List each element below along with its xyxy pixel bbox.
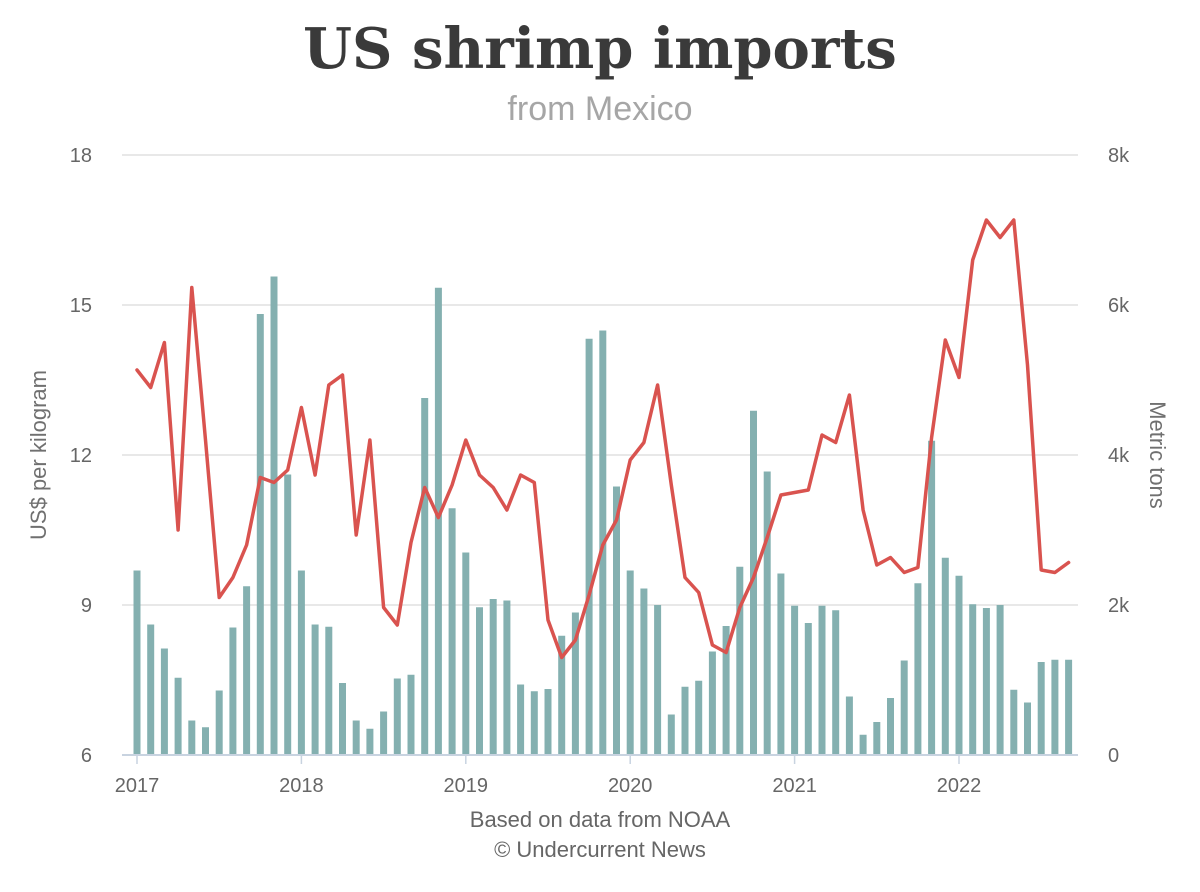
bar <box>1024 702 1031 755</box>
bar <box>448 508 456 755</box>
bar <box>503 600 511 755</box>
bar <box>1065 659 1073 755</box>
y-left-tick-label: 15 <box>70 295 92 317</box>
bar <box>558 635 566 755</box>
bar <box>229 627 237 755</box>
bar <box>160 648 168 755</box>
bar <box>215 690 223 755</box>
bar <box>366 728 374 755</box>
bar <box>434 287 442 755</box>
bar <box>297 570 305 755</box>
bar <box>791 605 799 755</box>
bar <box>887 698 894 755</box>
bar <box>256 314 264 755</box>
chart-title: US shrimp imports <box>303 16 897 82</box>
y-left-tick-label: 6 <box>81 745 92 767</box>
x-tick-label: 2020 <box>608 775 653 797</box>
y-right-tick-label: 4k <box>1108 445 1130 467</box>
bar <box>133 570 141 755</box>
bar <box>188 720 196 755</box>
y-right-tick-label: 2k <box>1108 595 1130 617</box>
y-right-tick-label: 0 <box>1108 745 1119 767</box>
price-line <box>135 218 1071 660</box>
x-tick-label: 2017 <box>115 775 160 797</box>
bar <box>928 440 936 755</box>
bar <box>708 651 716 755</box>
bar <box>489 599 497 755</box>
bar <box>407 674 415 755</box>
bar <box>147 624 155 755</box>
bar <box>777 573 785 755</box>
bar <box>530 691 538 755</box>
bar <box>339 683 346 755</box>
y-left-tick-label: 18 <box>70 145 92 167</box>
bar <box>750 410 757 755</box>
bar <box>818 605 826 755</box>
y-right-tick-label: 8k <box>1108 145 1130 167</box>
bar <box>1037 662 1045 755</box>
bar <box>626 570 634 755</box>
bar <box>982 608 990 755</box>
chart-subtitle: from Mexico <box>507 90 692 128</box>
bar <box>667 714 675 755</box>
bar <box>311 624 319 755</box>
bar <box>325 626 333 755</box>
bar <box>955 575 963 755</box>
bar <box>996 605 1004 755</box>
bar <box>544 689 552 755</box>
bar <box>654 605 662 755</box>
bar <box>900 660 908 755</box>
y-axis-left-label: US$ per kilogram <box>26 370 51 540</box>
bar <box>681 686 689 755</box>
bar <box>202 727 209 755</box>
y-axis-right-label: Metric tons <box>1145 401 1170 509</box>
source-line-2: © Undercurrent News <box>494 837 706 862</box>
bar <box>613 486 620 755</box>
bar <box>174 677 182 755</box>
bar <box>393 678 401 755</box>
bar <box>243 586 251 755</box>
source-line-1: Based on data from NOAA <box>470 807 731 832</box>
bar <box>421 398 429 755</box>
bar <box>571 612 579 755</box>
y-right-tick-label: 6k <box>1108 295 1130 317</box>
x-tick-label: 2019 <box>444 775 489 797</box>
y-left-tick-label: 9 <box>81 595 92 617</box>
bar <box>1010 689 1018 755</box>
bar <box>640 588 648 755</box>
bar <box>804 623 812 755</box>
bar <box>352 720 360 755</box>
bar <box>585 338 593 755</box>
bar <box>270 276 278 755</box>
bar <box>476 607 483 755</box>
bar-series <box>133 276 1073 755</box>
y-left-tick-label: 12 <box>70 445 92 467</box>
bar <box>845 696 853 755</box>
bar <box>736 566 744 755</box>
x-tick-label: 2021 <box>772 775 817 797</box>
y-axis-right: 0 2k 4k 6k 8k <box>1108 145 1130 767</box>
y-axis-left: 6 9 12 15 18 <box>70 145 92 767</box>
line-series <box>135 218 1071 660</box>
bar <box>873 722 881 755</box>
bar <box>722 626 730 755</box>
bar <box>914 583 922 755</box>
bar <box>695 680 703 755</box>
x-tick-label: 2018 <box>279 775 324 797</box>
bar <box>380 711 388 755</box>
bar <box>969 604 977 755</box>
bar <box>763 471 771 755</box>
bar <box>859 734 867 755</box>
bar <box>462 552 470 755</box>
bar <box>517 684 525 755</box>
bar <box>832 610 840 755</box>
x-axis: 2017 2018 2019 2020 2021 2022 <box>115 754 1078 797</box>
bar <box>284 474 292 755</box>
bar <box>1051 659 1059 755</box>
x-tick-label: 2022 <box>937 775 982 797</box>
bar <box>941 557 949 755</box>
